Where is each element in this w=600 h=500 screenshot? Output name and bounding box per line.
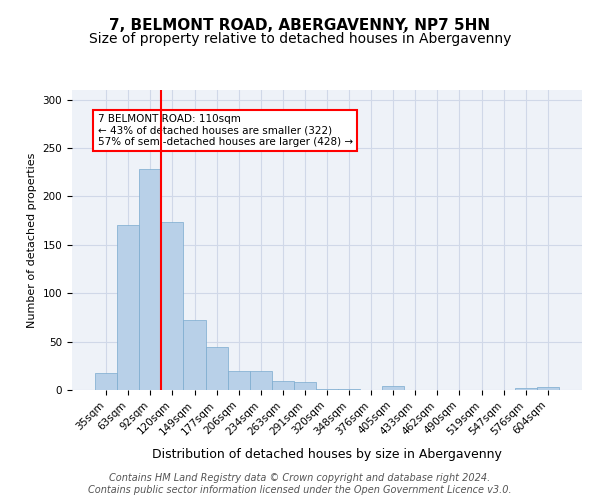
Text: Size of property relative to detached houses in Abergavenny: Size of property relative to detached ho… bbox=[89, 32, 511, 46]
Bar bbox=[294, 382, 316, 390]
Bar bbox=[227, 370, 250, 390]
Text: 7 BELMONT ROAD: 110sqm
← 43% of detached houses are smaller (322)
57% of semi-de: 7 BELMONT ROAD: 110sqm ← 43% of detached… bbox=[97, 114, 353, 147]
Bar bbox=[161, 222, 184, 390]
Bar bbox=[537, 387, 559, 390]
Bar bbox=[139, 170, 161, 390]
Bar bbox=[95, 372, 117, 390]
Text: Contains HM Land Registry data © Crown copyright and database right 2024.
Contai: Contains HM Land Registry data © Crown c… bbox=[88, 474, 512, 495]
Bar bbox=[338, 389, 360, 390]
Bar bbox=[117, 226, 139, 390]
Text: 7, BELMONT ROAD, ABERGAVENNY, NP7 5HN: 7, BELMONT ROAD, ABERGAVENNY, NP7 5HN bbox=[109, 18, 491, 32]
Bar bbox=[206, 348, 227, 390]
Bar bbox=[515, 388, 537, 390]
Bar bbox=[316, 389, 338, 390]
Y-axis label: Number of detached properties: Number of detached properties bbox=[27, 152, 37, 328]
Bar bbox=[272, 382, 294, 390]
Bar bbox=[382, 386, 404, 390]
Bar bbox=[250, 370, 272, 390]
X-axis label: Distribution of detached houses by size in Abergavenny: Distribution of detached houses by size … bbox=[152, 448, 502, 460]
Bar bbox=[184, 320, 206, 390]
